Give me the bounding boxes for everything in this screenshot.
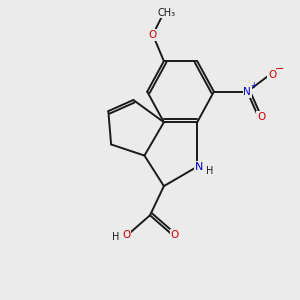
Text: H: H: [206, 166, 213, 176]
Text: CH₃: CH₃: [158, 8, 176, 17]
Text: O: O: [268, 70, 276, 80]
Text: N: N: [243, 87, 251, 97]
Text: O: O: [257, 112, 265, 122]
Text: O: O: [171, 230, 179, 240]
Text: N: N: [194, 162, 203, 172]
Text: H: H: [112, 232, 119, 242]
Text: +: +: [250, 81, 256, 90]
Text: O: O: [122, 230, 130, 240]
Text: O: O: [149, 30, 157, 40]
Text: −: −: [275, 64, 285, 74]
